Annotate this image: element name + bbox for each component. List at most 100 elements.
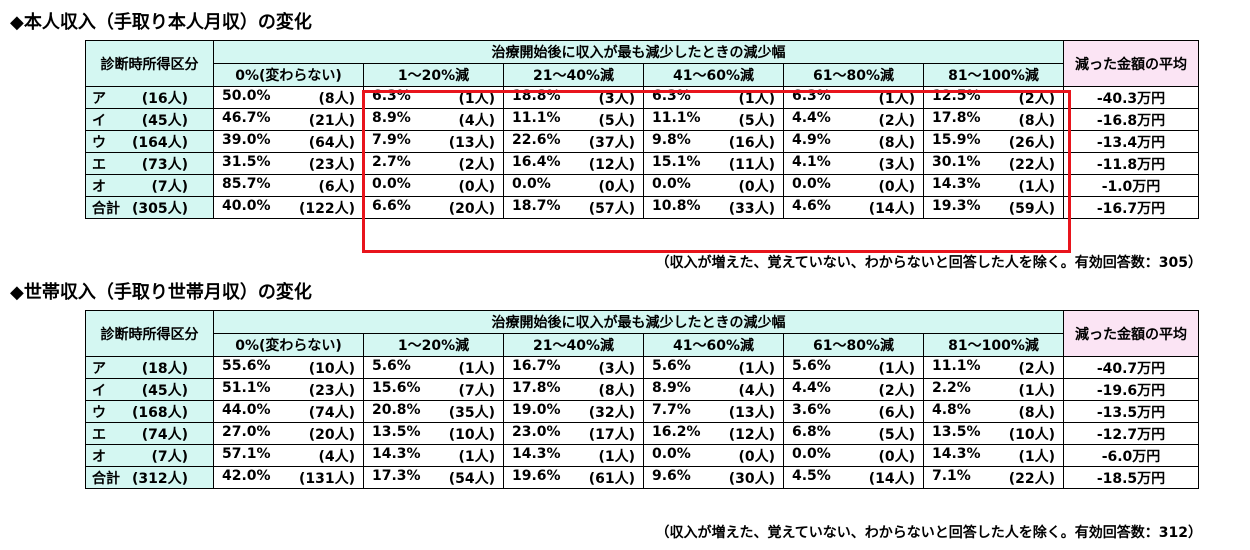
row-label: ア <box>92 360 106 377</box>
value-cell: 44.0% (74人) <box>213 400 364 423</box>
row-count: (305人) <box>132 200 189 217</box>
avg-cell: -13.4万円 <box>1063 130 1199 153</box>
people-count: (0人) <box>598 178 635 195</box>
value-cell: 20.8% (35人) <box>363 400 504 423</box>
value-cell: 19.0% (32人) <box>503 400 644 423</box>
people-count: (1人) <box>878 90 915 107</box>
avg-cell: -1.0万円 <box>1063 174 1199 197</box>
people-count: (3人) <box>878 156 915 173</box>
people-count: (23人) <box>308 382 355 399</box>
percent: 46.7% <box>222 109 271 126</box>
table-row: ア (18人) 55.6% (10人) 5.6% (1人) 16.7% (3人) 5.6… <box>85 356 1199 379</box>
value-cell: 30.1% (22人) <box>923 152 1064 175</box>
value-cell: 2.2% (1人) <box>923 378 1064 401</box>
row-count: (7人) <box>151 448 188 465</box>
people-count: (1人) <box>458 448 495 465</box>
people-count: (1人) <box>878 360 915 377</box>
row-label: ウ <box>92 134 106 151</box>
column-header: 41～60%減 <box>643 63 784 87</box>
percent: 11.1% <box>652 109 701 126</box>
people-count: (131人) <box>298 470 355 487</box>
column-header: 0%(変わらない) <box>213 333 364 357</box>
column-header: 81～100%減 <box>923 63 1064 87</box>
avg-cell: -12.7万円 <box>1063 422 1199 445</box>
value-cell: 4.9% (8人) <box>783 130 924 153</box>
percent: 14.3% <box>512 445 561 462</box>
column-header: 21～40%減 <box>503 63 644 87</box>
percent: 55.6% <box>222 357 271 374</box>
avg-cell: -19.6万円 <box>1063 378 1199 401</box>
people-count: (23人) <box>308 156 355 173</box>
percent: 6.6% <box>372 197 411 214</box>
people-count: (22人) <box>1008 156 1055 173</box>
row-count: (168人) <box>132 404 189 421</box>
percent: 14.3% <box>932 175 981 192</box>
row-count: (164人) <box>132 134 189 151</box>
row-label: ウ <box>92 404 106 421</box>
people-count: (2人) <box>1018 90 1055 107</box>
avg-cell: -6.0万円 <box>1063 444 1199 467</box>
value-cell: 14.3% (1人) <box>503 444 644 467</box>
percent: 30.1% <box>932 153 981 170</box>
people-count: (21人) <box>308 112 355 129</box>
group-header: 治療開始後に収入が最も減少したときの減少幅 <box>213 40 1064 64</box>
value-cell: 46.7% (21人) <box>213 108 364 131</box>
percent: 0.0% <box>512 175 551 192</box>
row-header: イ (45人) <box>85 378 214 401</box>
value-cell: 5.6% (1人) <box>643 356 784 379</box>
people-count: (1人) <box>598 448 635 465</box>
people-count: (64人) <box>308 134 355 151</box>
household-income-table: 診断時所得区分 治療開始後に収入が最も減少したときの減少幅 減った金額の平均 0… <box>85 310 1199 489</box>
table-row: オ (7人) 85.7% (6人) 0.0% (0人) 0.0% (0人) 0.0% (0… <box>85 174 1199 197</box>
value-cell: 39.0% (64人) <box>213 130 364 153</box>
people-count: (1人) <box>738 90 775 107</box>
table-row: エ (74人) 27.0% (20人) 13.5% (10人) 23.0% (17人) … <box>85 422 1199 445</box>
percent: 5.6% <box>792 357 831 374</box>
row-count: (73人) <box>141 156 188 173</box>
percent: 0.0% <box>792 445 831 462</box>
value-cell: 50.0% (8人) <box>213 86 364 109</box>
people-count: (0人) <box>738 178 775 195</box>
value-cell: 5.6% (1人) <box>363 356 504 379</box>
footnote: （収入が増えた、覚えていない、わからないと回答した人を除く。有効回答数：312） <box>655 525 1202 541</box>
value-cell: 15.1% (11人) <box>643 152 784 175</box>
column-header: 1～20%減 <box>363 63 504 87</box>
people-count: (122人) <box>298 200 355 217</box>
column-header: 61～80%減 <box>783 333 924 357</box>
people-count: (16人) <box>728 134 775 151</box>
percent: 18.8% <box>512 87 561 104</box>
percent: 8.9% <box>652 379 691 396</box>
people-count: (0人) <box>458 178 495 195</box>
row-label: ア <box>92 90 106 107</box>
value-cell: 16.2% (12人) <box>643 422 784 445</box>
people-count: (5人) <box>738 112 775 129</box>
percent: 6.3% <box>372 87 411 104</box>
percent: 0.0% <box>652 445 691 462</box>
row-label: オ <box>92 448 106 465</box>
people-count: (1人) <box>458 360 495 377</box>
people-count: (3人) <box>598 360 635 377</box>
value-cell: 55.6% (10人) <box>213 356 364 379</box>
people-count: (22人) <box>1008 470 1055 487</box>
percent: 23.0% <box>512 423 561 440</box>
row-header: エ (73人) <box>85 152 214 175</box>
people-count: (17人) <box>588 426 635 443</box>
percent: 4.9% <box>792 131 831 148</box>
people-count: (10人) <box>448 426 495 443</box>
section-title-personal-income: ◆本人収入（手取り本人月収）の変化 <box>10 12 312 33</box>
percent: 12.5% <box>932 87 981 104</box>
people-count: (1人) <box>1018 448 1055 465</box>
percent: 0.0% <box>652 175 691 192</box>
row-header: 合計 (305人) <box>85 196 214 219</box>
corner-header: 診断時所得区分 <box>85 310 214 357</box>
people-count: (26人) <box>1008 134 1055 151</box>
people-count: (13人) <box>448 134 495 151</box>
people-count: (14人) <box>868 470 915 487</box>
percent: 3.6% <box>792 401 831 418</box>
table-row: ア (16人) 50.0% (8人) 6.3% (1人) 18.8% (3人) 6.3%… <box>85 86 1199 109</box>
people-count: (6人) <box>878 404 915 421</box>
percent: 17.8% <box>932 109 981 126</box>
people-count: (30人) <box>728 470 775 487</box>
people-count: (6人) <box>318 178 355 195</box>
value-cell: 0.0% (0人) <box>363 174 504 197</box>
